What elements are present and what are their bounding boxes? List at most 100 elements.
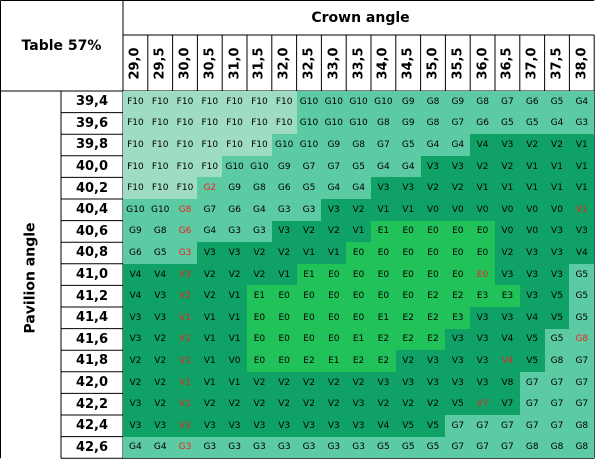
grade-cell: V3 (123, 415, 148, 437)
grade-cell: V2 (445, 177, 471, 199)
grade-cell: V2 (519, 134, 545, 156)
grade-cell: V4 (371, 415, 396, 437)
grade-cell: E0 (321, 328, 347, 351)
grade-cell: G6 (222, 199, 247, 221)
pavilion-angle-header: 40,6 (75, 223, 109, 239)
grade-cell: G5 (569, 307, 595, 329)
grade-cell: V2 (495, 155, 520, 178)
crown-angle-header: 33,0 (321, 35, 346, 91)
grade-cell: V3 (147, 307, 173, 329)
grade-cell: V2 (271, 371, 297, 394)
grade-cell: E2 (346, 350, 371, 372)
grade-cell: F10 (147, 91, 173, 113)
pavilion-angle-header: 42,0 (75, 375, 109, 391)
grade-cell: V1 (172, 328, 198, 351)
grade-cell: G3 (346, 436, 371, 459)
grade-cell: V2 (197, 285, 223, 307)
grade-cell: G5 (296, 177, 322, 199)
grade-cell: V5 (544, 285, 570, 307)
grade-cell: G4 (420, 134, 446, 156)
grade-cell: E0 (420, 220, 446, 243)
grade-cell: V2 (420, 393, 446, 415)
grade-cell: V2 (197, 263, 223, 286)
grade-cell: V3 (197, 415, 223, 437)
pavilion-angle-header: 42,2 (75, 396, 109, 412)
grade-cell: V4 (569, 242, 595, 264)
grade-cell: V1 (395, 199, 421, 221)
grade-cell: V4 (495, 328, 520, 351)
grade-cell: G7 (519, 393, 545, 415)
grade-cell: V2 (470, 155, 495, 178)
grade-cell: V1 (544, 155, 570, 178)
crown-angle-header: 34,0 (371, 35, 396, 91)
crown-angle-header-text: 30,0 (177, 46, 193, 80)
grade-cell: V3 (371, 177, 396, 199)
grade-cell: V1 (544, 177, 570, 199)
grade-cell: E2 (395, 328, 421, 351)
grade-cell: V2 (147, 393, 173, 415)
crown-angle-header-text: 31,0 (227, 46, 243, 80)
crown-angle-header: 30,0 (173, 35, 198, 91)
grade-cell: V2 (495, 242, 520, 264)
crown-angle-header-text: 33,5 (351, 46, 367, 80)
grade-cell: V1 (346, 220, 371, 243)
pavilion-angle-header: 41,2 (75, 288, 109, 304)
grade-cell: F10 (123, 112, 148, 135)
grade-cell: V2 (371, 393, 396, 415)
grade-cell: G9 (395, 112, 421, 135)
grade-cell: G3 (296, 436, 322, 459)
grade-cell: G10 (296, 112, 322, 135)
grade-cell: G8 (420, 112, 446, 135)
grade-cell: E3 (495, 285, 520, 307)
grade-cell: V5 (445, 393, 471, 415)
grade-cell: E0 (271, 307, 297, 329)
grade-cell: V1 (222, 307, 247, 329)
grade-cell: F10 (172, 155, 198, 178)
grade-cell: V3 (123, 393, 148, 415)
grade-cell: G3 (271, 436, 297, 459)
grade-cell: V2 (346, 199, 371, 221)
crown-angle-header-text: 36,0 (475, 46, 491, 80)
grade-cell: F10 (222, 91, 247, 113)
grade-cell: G7 (495, 436, 520, 459)
grade-cell: G10 (247, 155, 272, 178)
grade-cell: V3 (544, 220, 570, 243)
grade-cell: E0 (271, 328, 297, 351)
grade-cell: E0 (321, 263, 347, 286)
grade-cell: F10 (147, 177, 173, 199)
pavilion-angle-header: 39,4 (75, 94, 109, 110)
grade-cell: G3 (222, 436, 247, 459)
grade-cell: F10 (247, 134, 272, 156)
grade-cell: E0 (346, 307, 371, 329)
grade-cell: V1 (321, 242, 347, 264)
grade-cell: E1 (371, 307, 396, 329)
grade-cell: V2 (247, 393, 272, 415)
grade-cell: V1 (271, 263, 297, 286)
grade-cell: F10 (197, 91, 223, 113)
grade-cell: V2 (296, 220, 322, 243)
grade-cell: V0 (519, 199, 545, 221)
grade-cell: G9 (222, 177, 247, 199)
grade-cell: F10 (271, 112, 297, 135)
grade-cell: V1 (172, 350, 198, 372)
grade-cell: E0 (395, 242, 421, 264)
crown-angle-header-text: 36,5 (499, 46, 515, 80)
grade-cell: V3 (172, 415, 198, 437)
grade-cell: E0 (296, 285, 322, 307)
pavilion-angle-label: Pavilion angle (0, 91, 62, 464)
grade-cell: E0 (445, 242, 471, 264)
grade-cell: E0 (321, 285, 347, 307)
grade-cell: G7 (371, 134, 396, 156)
crown-angle-header-text: 38,0 (574, 46, 590, 80)
grade-cell: V1 (296, 242, 322, 264)
grade-cell: G7 (544, 393, 570, 415)
grade-cell: V2 (147, 328, 173, 351)
grade-cell: G9 (395, 91, 421, 113)
grade-cell: V1 (519, 177, 545, 199)
grade-cell: G4 (197, 220, 223, 243)
grade-cell: E0 (470, 263, 495, 286)
grade-cell: G5 (519, 112, 545, 135)
grade-cell: V1 (569, 177, 595, 199)
grade-cell: V3 (197, 242, 223, 264)
